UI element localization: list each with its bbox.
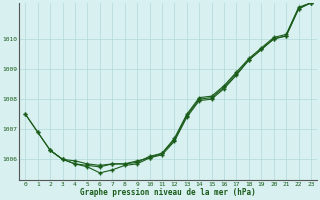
X-axis label: Graphe pression niveau de la mer (hPa): Graphe pression niveau de la mer (hPa) — [80, 188, 256, 197]
